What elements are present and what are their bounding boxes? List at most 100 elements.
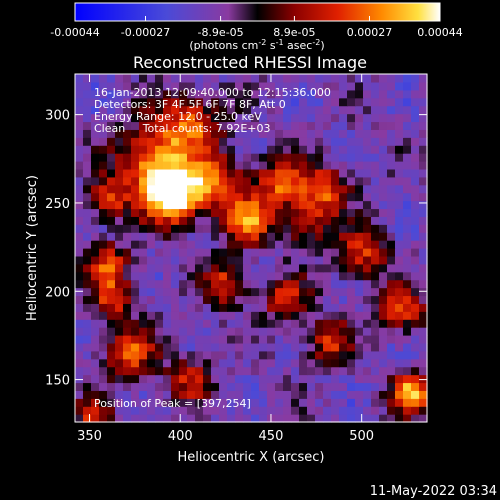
heatmap-cell	[363, 414, 372, 423]
heatmap-cell	[299, 358, 308, 368]
heatmap-cell	[339, 216, 348, 225]
heatmap-cell	[171, 327, 180, 336]
heatmap-cell	[251, 390, 260, 399]
heatmap-cell	[139, 192, 148, 202]
y-axis-label: Heliocentric Y (arcsec)	[25, 175, 40, 321]
heatmap-cell	[267, 248, 276, 257]
heatmap-cell	[267, 129, 276, 138]
heatmap-cell	[123, 97, 132, 107]
heatmap-cell	[115, 224, 124, 233]
heatmap-cell	[123, 137, 132, 146]
heatmap-cell	[355, 176, 364, 186]
heatmap-cell	[395, 145, 404, 154]
heatmap-cell	[171, 129, 180, 138]
heatmap-cell	[259, 89, 268, 99]
heatmap-cell	[123, 200, 132, 210]
heatmap-cell	[107, 74, 116, 83]
heatmap-cell	[147, 216, 156, 225]
heatmap-cell	[243, 335, 252, 344]
heatmap-cell	[267, 382, 276, 391]
heatmap-cell	[179, 97, 188, 107]
heatmap-cell	[267, 121, 276, 130]
heatmap-cell	[235, 216, 244, 225]
heatmap-cell	[339, 192, 348, 202]
heatmap-cell	[291, 145, 300, 154]
colorbar-tick-label: 8.9e-05	[273, 26, 315, 39]
heatmap-cell	[227, 192, 236, 202]
heatmap-cell	[195, 216, 204, 225]
heatmap-cell	[403, 255, 412, 265]
heatmap-cell	[363, 216, 372, 225]
heatmap-cell	[315, 303, 324, 312]
heatmap-cell	[411, 168, 420, 178]
heatmap-cell	[131, 232, 140, 241]
heatmap-cell	[283, 129, 292, 138]
colorbar-tick-label: 0.00044	[417, 26, 463, 39]
heatmap-cell	[323, 358, 332, 368]
heatmap-cell	[131, 89, 140, 99]
heatmap-cell	[315, 366, 324, 376]
heatmap-cell	[315, 240, 324, 249]
heatmap-cell	[315, 200, 324, 210]
heatmap-cell	[139, 105, 148, 115]
heatmap-cell	[75, 168, 84, 178]
heatmap-cell	[291, 327, 300, 336]
heatmap-cell	[187, 366, 196, 376]
heatmap-cell	[251, 176, 260, 186]
heatmap-cell	[355, 137, 364, 146]
heatmap-cell	[347, 414, 356, 423]
heatmap-cell	[171, 113, 180, 123]
heatmap-cell	[275, 161, 284, 170]
heatmap-cell	[187, 406, 196, 415]
heatmap-cell	[379, 176, 388, 186]
heatmap-cell	[347, 105, 356, 115]
heatmap-cell	[315, 271, 324, 281]
heatmap-cell	[267, 161, 276, 170]
heatmap-cell	[371, 153, 380, 162]
heatmap-cell	[227, 406, 236, 415]
heatmap-cell	[235, 200, 244, 210]
heatmap-cell	[387, 271, 396, 281]
heatmap-cell	[243, 319, 252, 328]
heatmap-cell	[83, 216, 92, 225]
heatmap-cell	[347, 192, 356, 202]
heatmap-cell	[259, 414, 268, 423]
heatmap-cell	[395, 89, 404, 99]
heatmap-cell	[75, 335, 84, 344]
heatmap-cell	[211, 97, 220, 107]
heatmap-cell	[171, 74, 180, 83]
heatmap-cell	[83, 129, 92, 138]
heatmap-cell	[275, 335, 284, 344]
heatmap-cell	[171, 374, 180, 384]
heatmap-cell	[283, 240, 292, 249]
heatmap-cell	[99, 279, 108, 289]
heatmap-cell	[363, 113, 372, 123]
heatmap-cell	[187, 121, 196, 130]
heatmap-cell	[323, 105, 332, 115]
heatmap-cell	[363, 105, 372, 115]
heatmap-cell	[411, 374, 420, 384]
heatmap-cell	[195, 327, 204, 336]
heatmap-cell	[211, 358, 220, 368]
heatmap-cell	[339, 350, 348, 360]
heatmap-cell	[299, 105, 308, 115]
heatmap-cell	[323, 382, 332, 391]
heatmap-cell	[163, 255, 172, 265]
heatmap-cell	[267, 240, 276, 249]
heatmap-cell	[115, 113, 124, 123]
heatmap-cell	[203, 335, 212, 344]
heatmap-cell	[107, 153, 116, 162]
heatmap-cell	[227, 161, 236, 170]
heatmap-cell	[155, 200, 164, 210]
heatmap-cell	[235, 248, 244, 257]
heatmap-cell	[267, 287, 276, 297]
heatmap-cell	[107, 327, 116, 336]
heatmap-cell	[419, 240, 428, 249]
heatmap-cell	[91, 342, 100, 352]
heatmap-cell	[251, 240, 260, 249]
heatmap-cell	[323, 184, 332, 194]
heatmap-cell	[99, 350, 108, 360]
heatmap-cell	[419, 366, 428, 376]
heatmap-cell	[203, 200, 212, 210]
heatmap-cell	[323, 232, 332, 241]
